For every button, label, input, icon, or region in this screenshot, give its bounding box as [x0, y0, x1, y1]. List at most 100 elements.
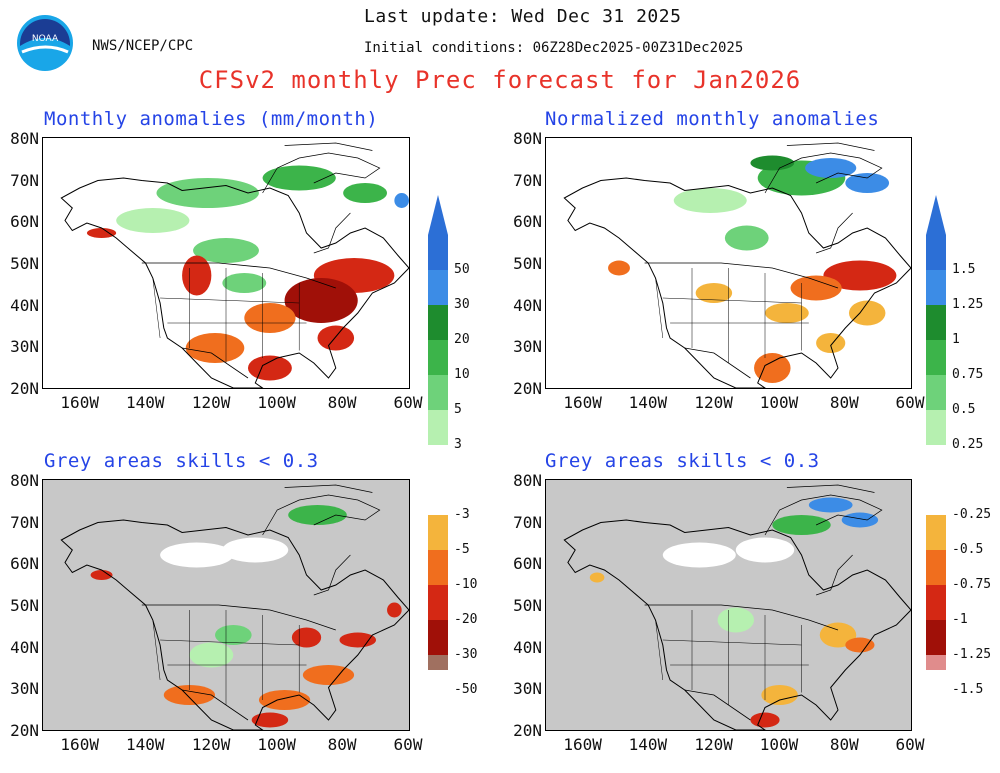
colorbar-segment: [926, 620, 946, 655]
panel-title-anomaly: Monthly anomalies (mm/month): [44, 108, 379, 130]
anomaly-region: [819, 622, 857, 648]
lat-label: 50N: [10, 254, 39, 273]
colorbar-segment: [428, 340, 448, 375]
lat-label: 30N: [513, 679, 542, 699]
anomaly-region: [662, 542, 736, 568]
anomaly-region: [215, 625, 252, 645]
coastline: [563, 177, 911, 388]
colorbar-normalized-label: 1.5: [952, 262, 976, 277]
lon-label: 160W: [60, 393, 99, 412]
lat-label: 80N: [10, 471, 39, 490]
anomaly-region: [772, 515, 831, 535]
lon-label: 80W: [327, 735, 357, 754]
colorbar-segment: [926, 550, 946, 585]
colorbar-anomaly-label: 20: [454, 332, 470, 347]
lat-label: 30N: [10, 337, 39, 357]
lon-label: 80W: [327, 393, 357, 412]
map-normalized: [545, 137, 912, 389]
colorbar-anomaly-label: -3: [454, 507, 470, 522]
arctic-islands: [764, 142, 883, 194]
anomaly-region: [251, 712, 289, 728]
colorbar-segment: [926, 270, 946, 305]
colorbar-segment: [428, 305, 448, 340]
arctic-islands: [262, 142, 381, 194]
lon-label: 120W: [694, 735, 733, 754]
anomaly-region: [750, 712, 780, 728]
anomaly-region: [845, 173, 890, 193]
lat-label: 70N: [513, 512, 542, 532]
colorbar-anomaly-label: 3: [454, 437, 462, 452]
anomaly-region: [717, 607, 755, 633]
lon-label: 120W: [191, 393, 231, 412]
anomaly-region: [317, 325, 355, 351]
colorbar-anomaly-label: 50: [454, 262, 470, 277]
lat-label: 70N: [513, 170, 542, 190]
lat-label: 20N: [10, 721, 39, 740]
colorbar-normalized: [926, 195, 946, 670]
colorbar-segment: [428, 550, 448, 585]
colorbar-normalized-label: 0.5: [952, 402, 976, 417]
main-title: CFSv2 monthly Prec forecast for Jan2026: [198, 66, 802, 94]
initial-conditions-text: Initial conditions: 06Z28Dec2025-00Z31De…: [364, 40, 744, 56]
lat-label: 40N: [10, 637, 39, 657]
anomaly-region: [160, 542, 234, 568]
hudson-bay: [815, 212, 853, 254]
us-mexico-border: [684, 689, 751, 721]
anomaly-region: [247, 355, 292, 381]
colorbar-normalized-label: -1.25: [952, 647, 992, 662]
anomaly-region: [244, 303, 296, 333]
lon-label: 160W: [563, 735, 602, 754]
last-update-text: Last update: Wed Dec 31 2025: [364, 6, 682, 27]
colorbar-anomaly-label: 5: [454, 402, 462, 417]
us-canada-border: [644, 262, 839, 289]
anomaly-region: [258, 690, 311, 710]
lon-label: 60W: [895, 735, 925, 754]
colorbar-segment: [428, 480, 448, 515]
colorbar-anomaly: [428, 195, 448, 670]
colorbar-normalized-label: -0.25: [952, 507, 992, 522]
lon-label: 140W: [628, 735, 668, 754]
colorbar-segment: [926, 445, 946, 480]
anomaly-region: [343, 183, 388, 203]
anomaly-region: [841, 512, 879, 528]
us-canada-border: [141, 604, 336, 631]
anomaly-region: [765, 303, 809, 323]
colorbar-anomaly-label: 30: [454, 297, 470, 312]
colorbar-anomaly-label: -30: [454, 647, 478, 662]
anomaly-region: [288, 505, 347, 525]
colorbar-anomaly-label: -5: [454, 542, 470, 557]
lat-label: 60N: [10, 554, 39, 574]
anomaly-region: [116, 208, 190, 233]
lon-label: 60W: [393, 393, 423, 412]
anomaly-region: [790, 275, 842, 301]
noaa-logo: NOAA: [16, 14, 74, 72]
lat-label: 30N: [10, 679, 39, 699]
colorbar-top-arrow: [926, 195, 946, 235]
lon-label: 160W: [563, 393, 602, 412]
colorbar-segment: [926, 480, 946, 515]
panel-title-anomaly-skill: Grey areas skills < 0.3: [44, 450, 319, 472]
anomaly-region: [189, 642, 234, 668]
anomaly-region: [724, 225, 769, 251]
lat-label: 40N: [513, 637, 542, 657]
anomaly-region: [673, 188, 747, 213]
colorbar-segment: [926, 235, 946, 270]
us-canada-border: [141, 262, 336, 289]
map-anomaly: [42, 137, 410, 389]
colorbar-segment: [428, 620, 448, 655]
anomaly-region: [262, 165, 336, 191]
us-mexico-border: [182, 347, 249, 379]
anomaly-region: [608, 260, 630, 276]
colorbar-normalized-label: 0.25: [952, 437, 984, 452]
colorbar-segment: [428, 410, 448, 445]
lat-label: 80N: [513, 471, 542, 490]
lon-label: 140W: [125, 735, 165, 754]
lat-label: 60N: [513, 212, 542, 232]
anomaly-region: [222, 537, 289, 563]
arctic-islands: [764, 484, 883, 536]
anomaly-region: [86, 228, 117, 238]
colorbar-normalized-label: -1.5: [952, 682, 984, 697]
lat-label: 20N: [513, 379, 542, 398]
colorbar-segment: [428, 515, 448, 550]
lon-label: 60W: [895, 393, 925, 412]
